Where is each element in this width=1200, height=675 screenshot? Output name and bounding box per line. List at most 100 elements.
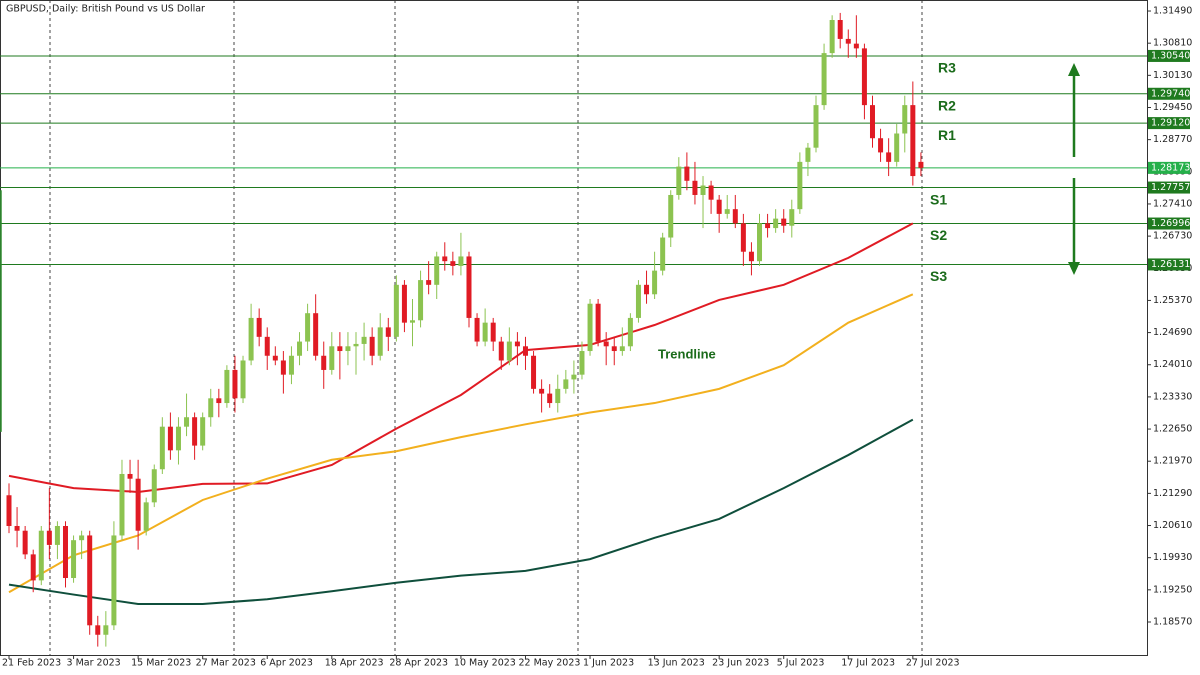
candle-body bbox=[708, 185, 714, 200]
price-box-label: 1.29740 bbox=[1151, 88, 1190, 99]
candle-body bbox=[805, 147, 811, 162]
candle-body bbox=[765, 223, 771, 229]
level-name: S3 bbox=[930, 268, 947, 284]
candle-body bbox=[369, 336, 375, 356]
candle-body bbox=[450, 261, 456, 266]
candle-body bbox=[829, 20, 835, 54]
candle-body bbox=[240, 360, 246, 399]
candle-body bbox=[692, 180, 698, 195]
y-tick-label: 1.23330 bbox=[1153, 391, 1192, 402]
price-box-label: 1.26131 bbox=[1151, 259, 1190, 270]
candle-body bbox=[547, 393, 553, 404]
candle-body bbox=[313, 313, 319, 356]
candle-body bbox=[886, 152, 892, 162]
candle-body bbox=[167, 426, 173, 451]
candle-body bbox=[781, 218, 787, 226]
candle-body bbox=[288, 355, 294, 375]
x-tick-label: 21 Feb 2023 bbox=[2, 658, 61, 669]
candle-body bbox=[603, 341, 609, 347]
candle-body bbox=[498, 341, 504, 361]
candle-body bbox=[46, 530, 52, 545]
candle-body bbox=[135, 478, 141, 531]
candle-body bbox=[321, 355, 327, 370]
y-tick-label: 1.18570 bbox=[1153, 616, 1192, 627]
candle-body bbox=[401, 284, 407, 323]
candle-body bbox=[676, 166, 682, 195]
candle-body bbox=[175, 426, 181, 451]
candle-body bbox=[757, 223, 763, 262]
candle-body bbox=[426, 280, 432, 285]
candle-body bbox=[837, 20, 843, 39]
candle-body bbox=[813, 105, 819, 148]
candle-body bbox=[305, 313, 311, 342]
x-tick-label: 5 Jul 2023 bbox=[777, 658, 825, 669]
x-tick-label: 23 Jun 2023 bbox=[712, 658, 769, 669]
y-tick-label: 1.21290 bbox=[1153, 488, 1192, 499]
moving-average bbox=[8, 418, 914, 606]
current-price-box bbox=[1148, 161, 1190, 174]
price-box-label: 1.29120 bbox=[1151, 118, 1190, 129]
candle-body bbox=[660, 237, 666, 271]
candle-body bbox=[329, 346, 335, 370]
candle-body bbox=[894, 133, 900, 162]
candle-body bbox=[393, 284, 399, 337]
y-tick-label: 1.29450 bbox=[1153, 102, 1192, 113]
candle-body bbox=[458, 256, 464, 266]
y-tick-label: 1.21970 bbox=[1153, 456, 1192, 467]
candle-body bbox=[878, 138, 884, 153]
candle-body bbox=[272, 355, 278, 361]
candle-body bbox=[264, 336, 270, 356]
candle-body bbox=[716, 199, 722, 214]
candle-body bbox=[869, 105, 875, 139]
x-tick-label: 18 Apr 2023 bbox=[325, 658, 384, 669]
candle-body bbox=[821, 53, 827, 106]
candle-body bbox=[418, 280, 424, 321]
candle-body bbox=[38, 530, 44, 581]
y-tick-label: 1.26730 bbox=[1153, 231, 1192, 242]
candle-body bbox=[482, 322, 488, 342]
candle-body bbox=[385, 327, 391, 337]
y-tick-label: 1.30810 bbox=[1153, 38, 1192, 49]
candle-body bbox=[910, 105, 916, 177]
up-arrow-head bbox=[1068, 63, 1080, 76]
candle-body bbox=[192, 417, 198, 446]
price-box-label: 1.26996 bbox=[1151, 218, 1190, 229]
candle-body bbox=[410, 320, 415, 323]
candle-body bbox=[361, 336, 367, 344]
x-tick-label: 22 May 2023 bbox=[518, 658, 580, 669]
down-arrow-head bbox=[1068, 262, 1080, 275]
candle-body bbox=[87, 535, 93, 626]
candle-body bbox=[587, 303, 593, 352]
candle-body bbox=[22, 530, 28, 555]
candle-body bbox=[506, 341, 512, 361]
y-tick-label: 1.19250 bbox=[1153, 584, 1192, 595]
y-tick-label: 1.28770 bbox=[1153, 134, 1192, 145]
price-box-label: 1.30540 bbox=[1151, 50, 1190, 61]
moving-average bbox=[8, 222, 914, 493]
x-tick-label: 27 Jul 2023 bbox=[906, 658, 960, 669]
candle-body bbox=[668, 194, 674, 238]
level-name: R3 bbox=[938, 60, 956, 76]
level-name: S2 bbox=[930, 227, 947, 243]
candle-body bbox=[700, 185, 706, 195]
candle-body bbox=[514, 341, 520, 347]
y-tick-label: 1.25370 bbox=[1153, 295, 1192, 306]
candle-body bbox=[127, 473, 133, 479]
level-name: R1 bbox=[938, 127, 956, 143]
candle-body bbox=[143, 502, 149, 531]
current-price-label: 1.28173 bbox=[1151, 162, 1190, 173]
candle-body bbox=[151, 469, 157, 503]
candle-body bbox=[644, 284, 650, 295]
candle-body bbox=[442, 256, 448, 262]
candle-body bbox=[103, 625, 109, 635]
candle-body bbox=[111, 535, 117, 626]
candle-body bbox=[789, 209, 795, 226]
candle-body bbox=[555, 388, 561, 404]
candle-body bbox=[595, 303, 601, 342]
arrows bbox=[1068, 63, 1080, 275]
candle-body bbox=[216, 398, 222, 404]
price-box bbox=[1148, 217, 1190, 230]
candle-body bbox=[62, 525, 68, 579]
x-tick-label: 15 Mar 2023 bbox=[131, 658, 191, 669]
